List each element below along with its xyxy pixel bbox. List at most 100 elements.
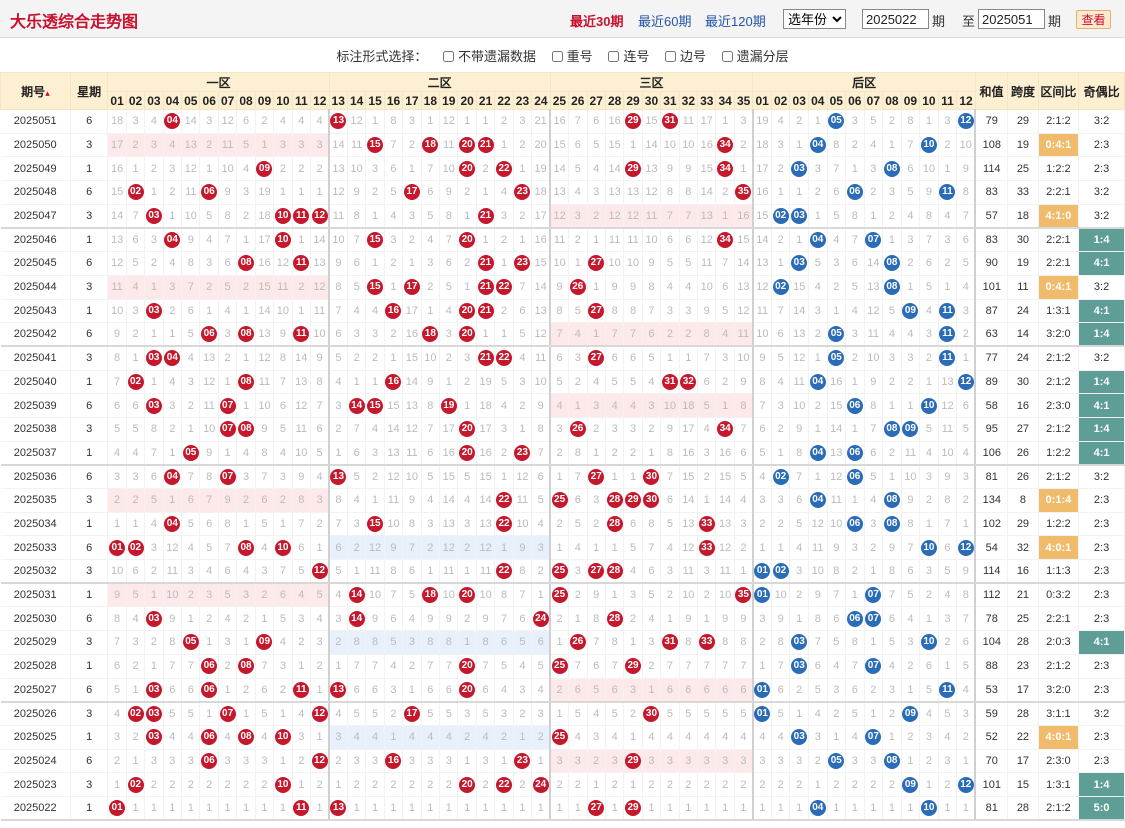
front-number-header-31: 31: [660, 91, 680, 110]
front-miss-cell: 7: [494, 606, 514, 632]
back-ball-cell: 08: [882, 275, 902, 300]
front-miss-cell: 3: [292, 725, 312, 750]
view-button[interactable]: 查看: [1076, 10, 1111, 29]
front-miss-cell: 6: [181, 678, 201, 703]
front-miss-cell: 4: [310, 606, 330, 632]
front-miss-cell: 15: [402, 346, 422, 371]
front-miss-cell: 18: [679, 393, 699, 418]
zone-ratio-cell: 4:1:0: [1038, 204, 1080, 229]
front-miss-cell: 1: [587, 322, 606, 348]
option-no-miss-checkbox[interactable]: [443, 51, 455, 62]
front-number-header-33: 33: [697, 91, 717, 110]
back-ball-cell: 12: [956, 370, 977, 395]
front-miss-cell: 10: [642, 227, 662, 253]
back-ball: 08: [883, 752, 900, 769]
front-miss-cell: 1: [550, 701, 570, 726]
front-miss-cell: 2: [255, 583, 275, 608]
front-miss-cell: 13: [476, 512, 496, 537]
span-cell: 14: [1007, 322, 1039, 348]
year-select[interactable]: 选年份: [783, 9, 846, 29]
back-miss-cell: 13: [938, 370, 958, 395]
front-miss-cell: 8: [642, 512, 662, 537]
to-issue-input[interactable]: [978, 9, 1045, 29]
front-ball: 20: [459, 302, 476, 319]
front-ball-cell: 14: [347, 606, 367, 632]
option-consecutive[interactable]: 连号: [608, 46, 649, 65]
back-miss-cell: 1: [845, 488, 865, 513]
number-header-row: 01 02 03 04 05 06 07 08 09 10 11 12 13 14 15 16 17 18 19 20…: [1, 91, 1125, 110]
sum-cell: 88: [975, 654, 1009, 679]
front-ball: 23: [514, 444, 531, 461]
back-ball-cell: 05: [827, 749, 847, 774]
front-ball-cell: 11: [292, 678, 312, 703]
back-miss-cell: 6: [752, 417, 772, 442]
front-miss-cell: 1: [660, 796, 680, 822]
front-ball: 03: [145, 705, 162, 722]
front-miss-cell: 6: [163, 678, 183, 703]
front-ball-cell: 15: [365, 512, 385, 537]
period-30-link[interactable]: 最近30期: [570, 14, 624, 29]
front-miss-cell: 5: [605, 701, 625, 726]
back-number-header-03: 03: [789, 91, 809, 110]
front-miss-cell: 2: [605, 772, 625, 797]
option-repeat-checkbox[interactable]: [551, 51, 563, 62]
back-miss-cell: 7: [919, 227, 939, 253]
front-miss-cell: 6: [439, 678, 459, 703]
from-issue-input[interactable]: [862, 9, 929, 29]
back-miss-cell: 2: [808, 322, 828, 348]
front-number-header-28: 28: [604, 91, 625, 110]
back-ball: 09: [902, 421, 919, 438]
options-label: 标注形式选择：: [336, 49, 428, 64]
draw-row: 2025036 6 3 3 6 04 7 8 07 3 7 3 9 4 13 5 2 12 10 5 15 5 15 1 12 6…: [0, 464, 1125, 489]
odd-even-cell: 2:3: [1078, 678, 1125, 703]
front-miss-cell: 2: [144, 772, 164, 797]
front-miss-cell: 12: [402, 417, 422, 442]
front-miss-cell: 1: [550, 796, 570, 822]
front-miss-cell: 1: [421, 796, 441, 822]
back-miss-cell: 10: [771, 583, 791, 608]
period-60-link[interactable]: 最近60期: [638, 14, 692, 29]
col-issue-header[interactable]: 期号▴: [0, 72, 71, 110]
span-cell: 24: [1007, 346, 1039, 371]
front-ball: 08: [238, 658, 255, 675]
sort-icon[interactable]: ▴: [45, 87, 50, 98]
front-miss-cell: 12: [605, 204, 625, 229]
draw-row: 2025030 6 8 4 03 9 1 2 4 2 1 5 3 4 3 14 9 6 4 9 9 2 9 7 6 24 2 1 8 28…: [0, 606, 1125, 632]
draw-row: 2025035 3 2 2 5 1 6 7 9 2 6 2 8 3 8 4 1 11 9 4 14 4 14 22 11 5 25 6…: [0, 488, 1125, 513]
front-miss-cell: 1: [457, 393, 477, 418]
option-repeat[interactable]: 重号: [551, 46, 593, 65]
front-ball-cell: 15: [365, 393, 385, 418]
front-ball-cell: 06: [199, 654, 219, 679]
front-miss-cell: 1: [144, 180, 164, 205]
col-sum-header: 和值: [974, 72, 1009, 110]
option-consecutive-checkbox[interactable]: [608, 51, 620, 62]
front-miss-cell: 11: [273, 275, 293, 300]
front-ball: 15: [367, 232, 384, 249]
front-miss-cell: 3: [457, 346, 477, 371]
front-miss-cell: 2: [292, 630, 312, 655]
front-number-header-02: 02: [125, 91, 146, 110]
option-edge-checkbox[interactable]: [664, 51, 676, 62]
front-miss-cell: 16: [439, 441, 459, 466]
back-miss-cell: 1: [808, 464, 828, 489]
back-ball-cell: 07: [864, 583, 884, 608]
period-120-link[interactable]: 最近120期: [705, 14, 766, 29]
back-miss-cell: 9: [789, 417, 809, 442]
back-miss-cell: 3: [771, 133, 791, 158]
front-miss-cell: 1: [587, 772, 606, 797]
front-miss-cell: 6: [605, 346, 625, 371]
front-miss-cell: 2: [457, 606, 477, 632]
front-miss-cell: 11: [605, 227, 625, 253]
draw-row: 2025042 6 9 2 1 1 5 06 3 08 13 9 11 10 6 3 3 2 16 18 3 20 1 1 5 1…: [0, 322, 1125, 348]
front-miss-cell: 13: [715, 512, 735, 537]
front-miss-cell: 4: [531, 512, 552, 537]
option-edge[interactable]: 边号: [664, 46, 706, 65]
front-miss-cell: 2: [494, 299, 514, 324]
back-miss-cell: 4: [956, 275, 977, 300]
option-layer-checkbox[interactable]: [721, 51, 733, 62]
zone-ratio-cell: 3:2:0: [1038, 322, 1080, 348]
option-layer[interactable]: 遗漏分层: [721, 46, 789, 65]
front-miss-cell: 13: [384, 441, 404, 466]
back-miss-cell: 3: [827, 678, 847, 703]
option-no-miss[interactable]: 不带遗漏数据: [443, 46, 536, 65]
